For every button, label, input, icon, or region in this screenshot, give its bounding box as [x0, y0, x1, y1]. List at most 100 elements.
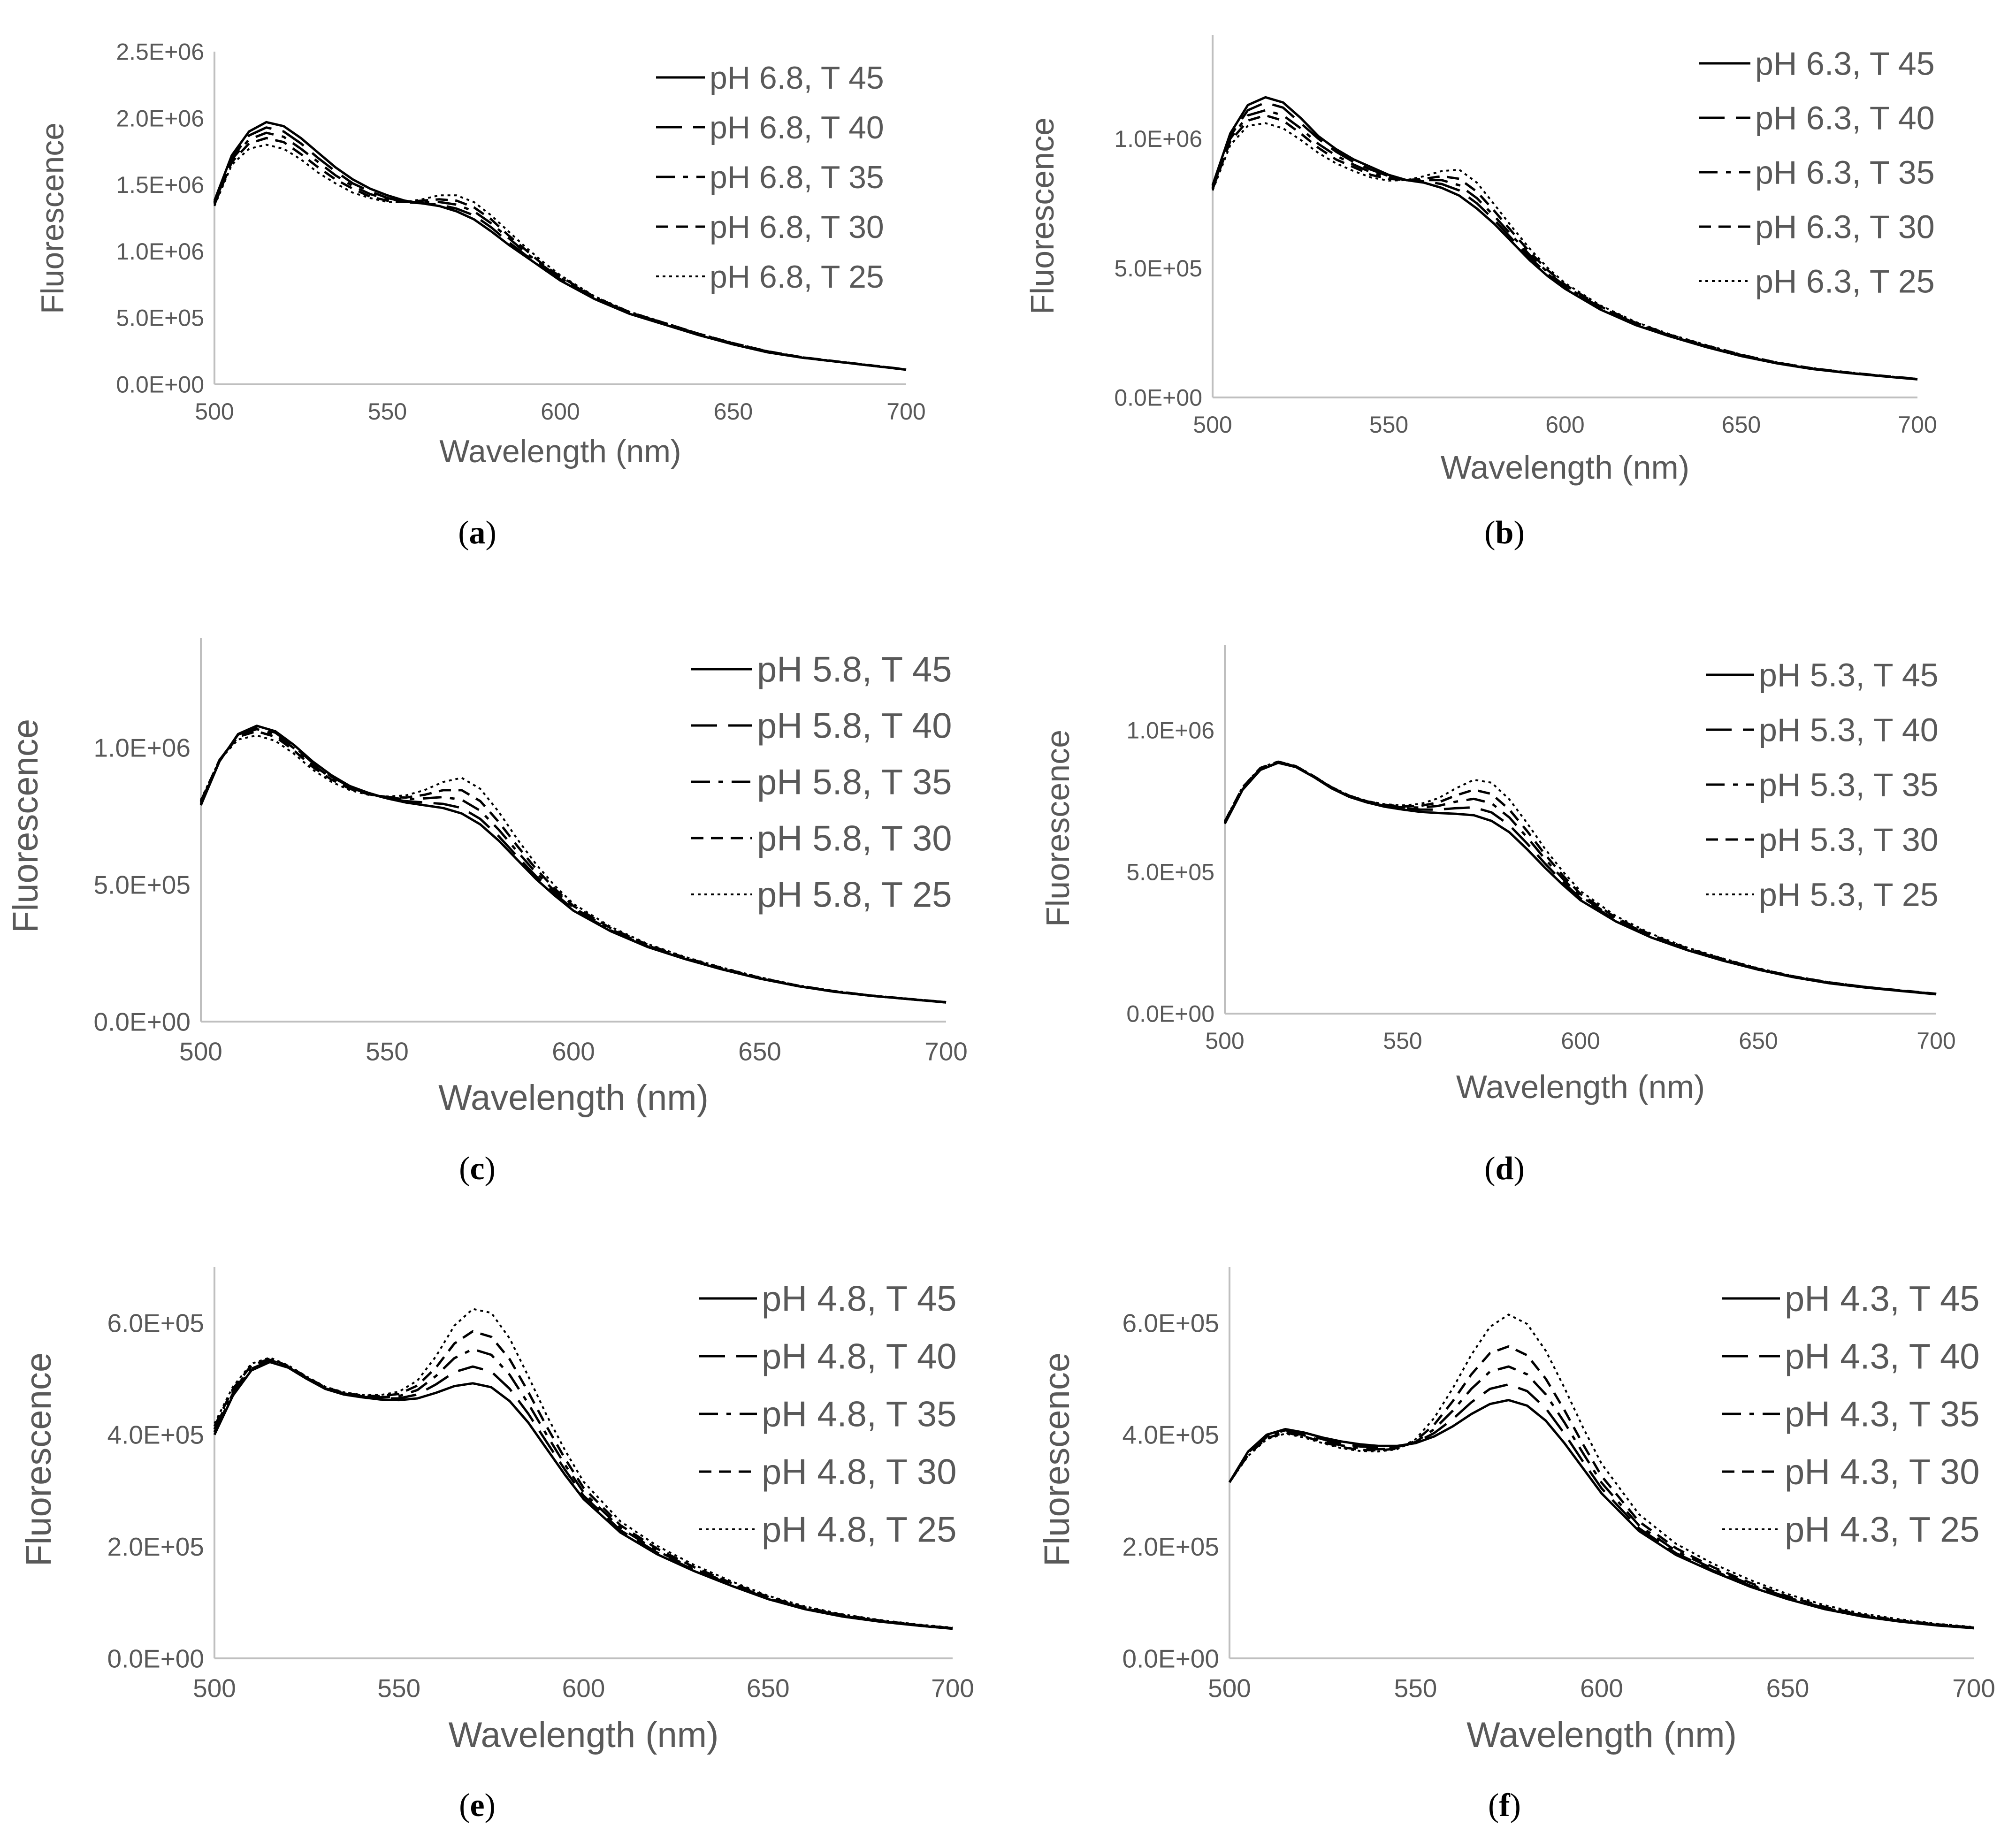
legend: pH 5.3, T 45 pH 5.3, T 40 pH 5.3, T 35 pH 5…	[1706, 657, 1939, 913]
chart-panel-e: 500 550 600 650 700 0.0E+00 2.0E+05 4.0E+05 6.0E…	[19, 1267, 974, 1824]
x-tick-label: 700	[924, 1037, 968, 1066]
legend-label: pH 4.8, T 25	[762, 1510, 956, 1550]
x-tick-label: 500	[193, 1674, 236, 1703]
legend-label: pH 5.8, T 35	[757, 763, 952, 802]
x-tick-label: 500	[195, 398, 234, 425]
x-tick-label: 700	[1898, 412, 1937, 438]
legend-label: pH 6.3, T 40	[1755, 100, 1935, 137]
y-tick-label: 0.0E+00	[94, 1007, 191, 1036]
panel-label: (a)	[458, 515, 496, 551]
panel-label: (c)	[459, 1151, 496, 1187]
series-line	[199, 730, 947, 1004]
y-tick-label: 0.0E+00	[107, 1644, 204, 1673]
series-line	[213, 1330, 953, 1630]
x-tick-label: 600	[1545, 412, 1584, 438]
x-tick-label: 600	[1561, 1028, 1600, 1054]
y-tick-label: 2.0E+06	[116, 105, 204, 131]
x-tick-label: 500	[1208, 1674, 1251, 1703]
panel-label: (e)	[459, 1787, 496, 1824]
x-tick-label: 600	[562, 1674, 605, 1703]
x-tick-label: 650	[747, 1674, 790, 1703]
legend-label: pH 6.8, T 35	[710, 160, 884, 195]
x-tick-label: 500	[1193, 412, 1232, 438]
x-tick-label: 500	[179, 1037, 222, 1066]
y-tick-label: 2.5E+06	[116, 39, 204, 65]
y-tick-label: 0.0E+00	[1123, 1644, 1219, 1673]
y-tick-label: 1.0E+06	[94, 733, 191, 763]
panel-label: (f)	[1488, 1787, 1521, 1824]
y-tick-label: 4.0E+05	[1123, 1420, 1219, 1450]
y-tick-label: 2.0E+05	[1123, 1532, 1219, 1561]
x-tick-label: 700	[1952, 1674, 1995, 1703]
y-tick-label: 6.0E+05	[1123, 1308, 1219, 1337]
x-tick-label: 600	[552, 1037, 595, 1066]
panel-label: (d)	[1484, 1151, 1525, 1187]
legend-label: pH 5.8, T 45	[757, 650, 952, 690]
x-axis-title: Wavelength (nm)	[1441, 449, 1689, 486]
legend-label: pH 4.8, T 45	[762, 1279, 956, 1319]
legend-label: pH 6.3, T 25	[1755, 263, 1935, 300]
series-line	[214, 144, 907, 370]
y-tick-label: 1.0E+06	[1114, 126, 1202, 152]
legend-label: pH 5.3, T 25	[1759, 877, 1939, 913]
x-tick-label: 650	[738, 1037, 781, 1066]
x-tick-label: 700	[886, 398, 925, 425]
legend-label: pH 5.8, T 25	[757, 875, 952, 915]
y-tick-label: 1.0E+06	[1126, 718, 1214, 744]
y-tick-label: 1.0E+06	[116, 238, 204, 265]
x-axis-title: Wavelength (nm)	[449, 1715, 719, 1755]
y-tick-label: 5.0E+05	[94, 870, 191, 899]
y-tick-label: 5.0E+05	[1126, 859, 1214, 885]
x-tick-label: 650	[1766, 1674, 1810, 1703]
x-tick-label: 700	[931, 1674, 974, 1703]
legend-label: pH 6.3, T 45	[1755, 46, 1935, 82]
legend-label: pH 6.8, T 45	[710, 60, 884, 96]
y-tick-label: 6.0E+05	[107, 1308, 204, 1337]
series-line	[1228, 1365, 1974, 1629]
legend: pH 5.8, T 45 pH 5.8, T 40 pH 5.8, T 35 pH 5…	[691, 650, 952, 915]
chart-panel-b: 500 550 600 650 700 0.0E+00 5.0E+05 1.0E+06 Wave…	[1024, 35, 1937, 551]
legend-label: pH 6.3, T 35	[1755, 154, 1935, 191]
series-line	[199, 728, 947, 1004]
legend-label: pH 4.3, T 45	[1785, 1279, 1979, 1319]
legend-label: pH 5.8, T 30	[757, 819, 952, 859]
x-tick-label: 550	[368, 398, 407, 425]
y-tick-label: 0.0E+00	[1114, 385, 1202, 411]
legend-label: pH 6.3, T 30	[1755, 209, 1935, 245]
chart-panel-c: 500 550 600 650 700 0.0E+00 5.0E+05 1.0E+06 Wave…	[6, 638, 968, 1187]
chart-panel-a: 500 550 600 650 700 0.0E+00 5.0E+05 1.0E+06 1.5E…	[35, 39, 926, 551]
y-tick-label: 0.0E+00	[1126, 1001, 1214, 1027]
legend-label: pH 5.3, T 30	[1759, 822, 1939, 858]
series-line	[1228, 1383, 1974, 1630]
y-tick-label: 5.0E+05	[1114, 255, 1202, 282]
legend-label: pH 4.3, T 30	[1785, 1452, 1979, 1492]
chart-panel-f: 500 550 600 650 700 0.0E+00 2.0E+05 4.0E+05 6.0E…	[1037, 1267, 1995, 1824]
x-tick-label: 650	[1722, 412, 1761, 438]
y-axis-title: Fluorescence	[19, 1352, 59, 1566]
x-tick-label: 550	[366, 1037, 409, 1066]
legend: pH 4.3, T 45 pH 4.3, T 40 pH 4.3, T 35 pH 4…	[1722, 1279, 1979, 1550]
x-axis-title: Wavelength (nm)	[1466, 1715, 1737, 1755]
legend-label: pH 5.3, T 40	[1759, 712, 1939, 748]
x-tick-label: 600	[1580, 1674, 1623, 1703]
legend: pH 4.8, T 45 pH 4.8, T 40 pH 4.8, T 35 pH 4…	[699, 1279, 956, 1550]
x-tick-label: 550	[1383, 1028, 1422, 1054]
legend-label: pH 4.8, T 35	[762, 1395, 956, 1435]
legend-label: pH 4.3, T 40	[1785, 1337, 1979, 1377]
y-tick-label: 4.0E+05	[107, 1420, 204, 1450]
legend-label: pH 6.8, T 25	[710, 259, 884, 295]
y-tick-label: 0.0E+00	[116, 372, 204, 398]
x-axis-title: Wavelength (nm)	[438, 1078, 709, 1118]
x-tick-label: 650	[1739, 1028, 1778, 1054]
legend-label: pH 4.3, T 25	[1785, 1510, 1979, 1550]
series-line	[1228, 1345, 1974, 1629]
series-line	[213, 137, 907, 371]
y-tick-label: 2.0E+05	[107, 1532, 204, 1561]
series-line	[1211, 109, 1918, 381]
chart-panel-d: 500 550 600 650 700 0.0E+00 5.0E+05 1.0E+06 Wave…	[1039, 645, 1956, 1187]
legend-label: pH 4.8, T 30	[762, 1452, 956, 1492]
y-axis-title: Fluorescence	[1024, 117, 1061, 314]
y-axis-title: Fluorescence	[1039, 730, 1076, 927]
series-line	[200, 734, 947, 1003]
